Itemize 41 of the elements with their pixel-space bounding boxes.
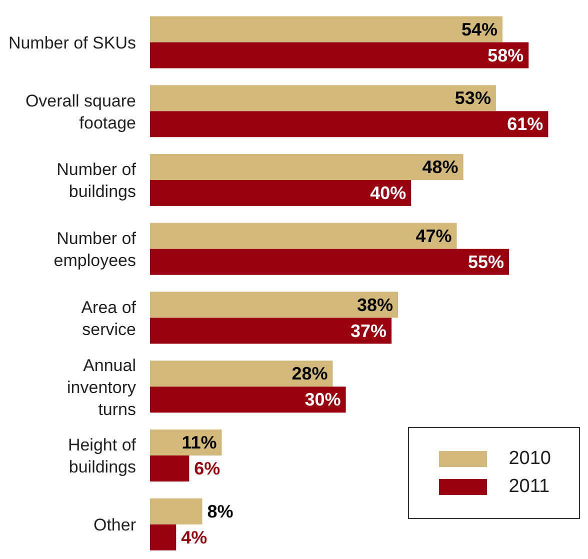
data-label: 11% xyxy=(182,432,217,453)
y-tick-label: Number of employees xyxy=(54,228,136,270)
data-label: 48% xyxy=(422,157,458,178)
data-label: 30% xyxy=(304,390,341,410)
data-label: 40% xyxy=(370,183,406,204)
data-label: 53% xyxy=(454,88,491,108)
data-label: 55% xyxy=(468,252,504,272)
bar xyxy=(150,180,412,206)
bar xyxy=(150,42,529,68)
y-tick-label: Height of buildings xyxy=(68,435,136,476)
bar xyxy=(150,16,502,42)
bar xyxy=(150,318,392,344)
data-label: 6% xyxy=(194,458,220,479)
bar xyxy=(150,248,510,275)
data-label: 38% xyxy=(357,294,394,315)
y-tick-label: Area of service xyxy=(81,297,136,338)
bar xyxy=(150,292,398,318)
bar xyxy=(150,360,333,387)
y-tick-label: Number of SKUs xyxy=(8,32,136,52)
y-tick-label: Other xyxy=(93,515,136,534)
bar xyxy=(150,456,190,482)
bar xyxy=(150,85,496,112)
data-label: 4% xyxy=(181,527,208,548)
legend-label: 2011 xyxy=(508,476,550,498)
bar xyxy=(150,111,548,138)
bar xyxy=(150,154,464,180)
bar xyxy=(150,386,346,413)
bar xyxy=(150,498,202,524)
data-label: 8% xyxy=(207,501,234,522)
y-tick-label: Annual inventory turns xyxy=(67,355,136,418)
data-label: 28% xyxy=(292,364,328,384)
legend-label: 2010 xyxy=(508,448,551,470)
y-tick-label: Overall square footage xyxy=(25,90,136,132)
data-label: 61% xyxy=(507,114,544,134)
data-label: 47% xyxy=(416,226,452,246)
data-label: 54% xyxy=(461,19,498,40)
y-tick-label: Number of buildings xyxy=(56,160,136,201)
bar xyxy=(150,524,176,550)
data-label: 37% xyxy=(350,320,387,341)
data-label: 58% xyxy=(488,45,524,66)
bar xyxy=(150,222,457,249)
